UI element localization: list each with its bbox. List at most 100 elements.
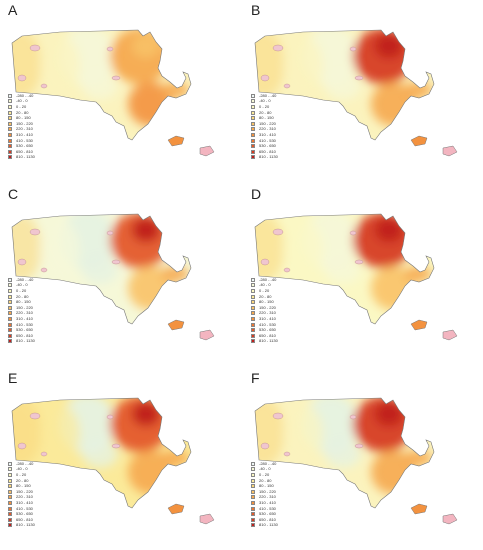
- legend-swatch: [8, 322, 12, 327]
- heat-region: [12, 214, 42, 282]
- massachusetts-choropleth-map: [254, 213, 458, 341]
- heat-region: [283, 220, 323, 280]
- legend-entry: 410 - 530: [251, 506, 278, 512]
- water-body: [354, 443, 364, 449]
- legend-entry: 80 - 150: [251, 483, 278, 489]
- water-body: [111, 443, 121, 449]
- legend-swatch: [8, 484, 12, 489]
- legend-swatch: [8, 110, 12, 115]
- water-body: [40, 83, 48, 89]
- legend-label: 810 - 1130: [16, 154, 35, 160]
- legend-label: -280 - -40: [16, 92, 34, 98]
- legend-swatch: [8, 316, 12, 321]
- water-body: [40, 267, 48, 273]
- nantucket-island: [442, 329, 458, 341]
- legend-swatch: [251, 99, 255, 104]
- water-body: [40, 451, 48, 457]
- legend-entry: 150 - 220: [251, 489, 278, 495]
- legend-entry: -280 - -40: [8, 461, 35, 467]
- legend-entry: 530 - 650: [8, 511, 35, 517]
- legend-entry: 220 - 310: [251, 311, 278, 317]
- legend-swatch: [8, 288, 12, 293]
- legend-swatch: [8, 294, 12, 299]
- legend-entry: 810 - 1130: [8, 523, 35, 529]
- water-body: [283, 267, 291, 273]
- legend-entry: 0 - 20: [8, 472, 35, 478]
- legend-swatch: [8, 121, 12, 126]
- heat-region: [325, 72, 361, 100]
- legend-swatch: [251, 500, 255, 505]
- heat-region: [255, 398, 285, 466]
- legend-swatch: [251, 283, 255, 288]
- legend-entry: 650 - 810: [251, 149, 278, 155]
- legend-label: -280 - -40: [259, 92, 277, 98]
- state-outline: [254, 29, 435, 141]
- legend-swatch: [8, 339, 12, 344]
- legend-entry: 810 - 1130: [251, 523, 278, 529]
- legend-swatch: [251, 294, 255, 299]
- legend-swatch: [251, 472, 255, 477]
- massachusetts-choropleth-map: [11, 213, 215, 341]
- legend-label: 810 - 1130: [16, 522, 35, 528]
- legend-entry: 150 - 220: [251, 305, 278, 311]
- martha-s-vineyard-island: [167, 135, 185, 147]
- water-body: [272, 228, 284, 236]
- legend-swatch: [251, 110, 255, 115]
- heat-region: [12, 398, 42, 466]
- legend-entry: -280 - -40: [8, 93, 35, 99]
- legend-label: 650 - 810: [16, 332, 33, 338]
- legend-swatch: [8, 116, 12, 121]
- legend-label: 310 - 410: [16, 499, 33, 505]
- legend-swatch: [8, 523, 12, 528]
- legend-entry: 150 - 220: [8, 489, 35, 495]
- heat-region: [283, 404, 323, 464]
- legend-label: 410 - 530: [259, 321, 276, 327]
- state-outline: [254, 213, 435, 325]
- legend-swatch: [8, 472, 12, 477]
- legend-entry: 20 - 80: [8, 478, 35, 484]
- legend-label: 530 - 650: [16, 511, 33, 517]
- legend-swatch: [251, 311, 255, 316]
- heat-region: [40, 404, 80, 464]
- legend-entry: 410 - 530: [8, 138, 35, 144]
- legend-entry: 310 - 410: [8, 500, 35, 506]
- water-body: [29, 44, 41, 52]
- legend-entry: 220 - 310: [251, 495, 278, 501]
- legend-label: 20 - 80: [16, 293, 29, 299]
- legend-label: 150 - 220: [16, 120, 33, 126]
- legend-swatch: [8, 311, 12, 316]
- legend-entry: -280 - -40: [251, 277, 278, 283]
- heat-region: [325, 256, 361, 284]
- water-body: [354, 259, 364, 265]
- legend-label: 150 - 220: [259, 488, 276, 494]
- legend-label: 410 - 530: [16, 505, 33, 511]
- legend-entry: 310 - 410: [251, 316, 278, 322]
- legend-swatch: [8, 99, 12, 104]
- legend-swatch: [8, 144, 12, 149]
- legend-swatch: [251, 277, 255, 282]
- legend-swatch: [251, 333, 255, 338]
- legend-swatch: [8, 478, 12, 483]
- legend-entry: 220 - 310: [8, 495, 35, 501]
- water-body: [272, 44, 284, 52]
- legend-swatch: [251, 316, 255, 321]
- legend-label: 220 - 310: [16, 310, 33, 316]
- state-outline: [254, 397, 435, 509]
- legend-label: 20 - 80: [259, 477, 272, 483]
- legend-label: 310 - 410: [16, 131, 33, 137]
- legend-entry: 410 - 530: [8, 506, 35, 512]
- legend-entry: 0 - 20: [251, 104, 278, 110]
- heat-region: [82, 440, 118, 468]
- heat-region: [404, 266, 432, 282]
- legend-swatch: [8, 277, 12, 282]
- martha-s-vineyard-island: [167, 319, 185, 331]
- legend-entry: 650 - 810: [8, 517, 35, 523]
- water-body: [349, 46, 357, 52]
- legend-label: 810 - 1130: [16, 338, 35, 344]
